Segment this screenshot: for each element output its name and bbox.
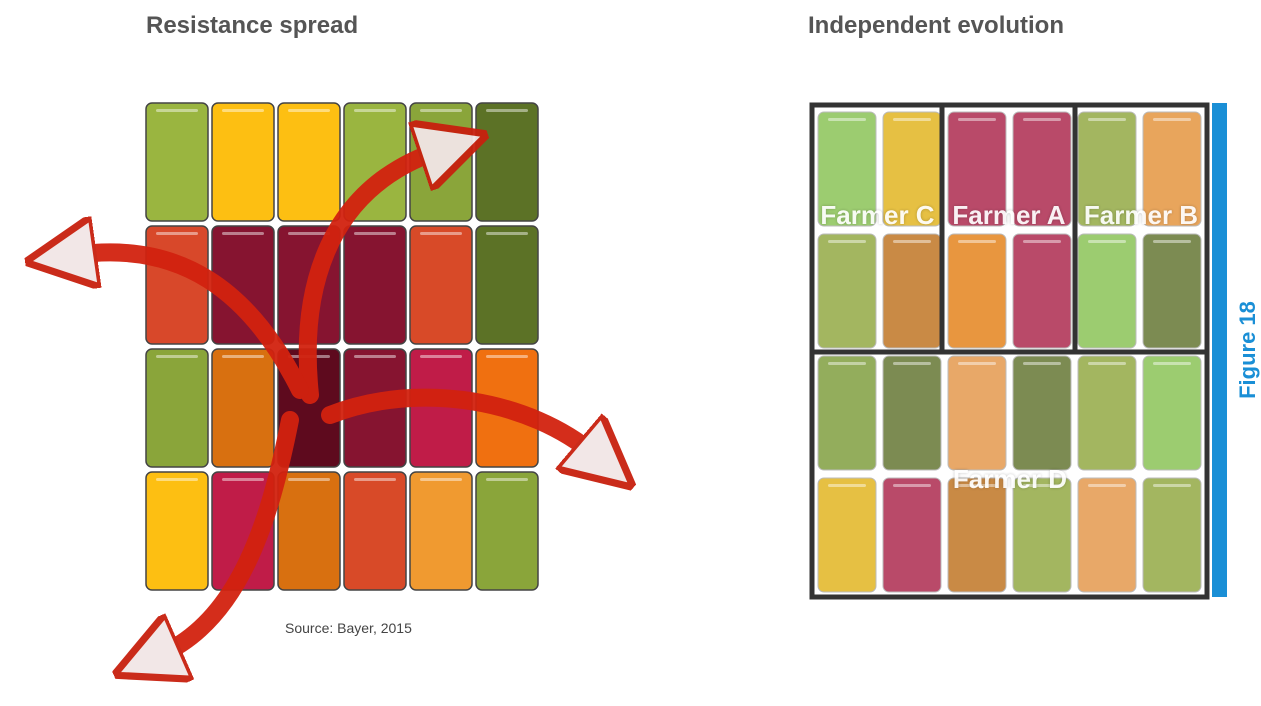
tile <box>818 478 876 592</box>
tile-shine <box>1023 362 1061 365</box>
tile <box>948 356 1006 470</box>
tile-shine <box>420 355 462 358</box>
tile-shine <box>1088 118 1126 121</box>
tile <box>212 103 274 221</box>
left-title: Resistance spread <box>146 12 358 40</box>
tile-shine <box>1088 240 1126 243</box>
tile-shine <box>354 478 396 481</box>
tile-shine <box>486 232 528 235</box>
tile <box>948 478 1006 592</box>
tile-shine <box>893 118 931 121</box>
tile-shine <box>420 478 462 481</box>
tile-shine <box>486 478 528 481</box>
tile <box>1143 478 1201 592</box>
tile-shine <box>420 232 462 235</box>
tile-shine <box>1023 118 1061 121</box>
tile-shine <box>893 240 931 243</box>
farmer-label: Farmer A <box>945 200 1073 230</box>
tile-shine <box>1088 362 1126 365</box>
tile <box>883 356 941 470</box>
tile-shine <box>1023 240 1061 243</box>
tile-shine <box>958 362 996 365</box>
tile <box>1078 234 1136 348</box>
tile-shine <box>156 109 198 112</box>
source: Source: Bayer, 2015 <box>285 620 412 636</box>
tile-shine <box>486 355 528 358</box>
tile <box>278 103 340 221</box>
tile <box>344 226 406 344</box>
tile-shine <box>288 478 330 481</box>
page: Resistance spread Independent evolution … <box>0 0 1261 706</box>
tile-shine <box>222 232 264 235</box>
tile <box>1078 356 1136 470</box>
tile <box>146 349 208 467</box>
tile-shine <box>828 240 866 243</box>
tile <box>410 226 472 344</box>
tile-shine <box>156 355 198 358</box>
tile-shine <box>354 232 396 235</box>
tile <box>1013 234 1071 348</box>
tile <box>344 472 406 590</box>
tile <box>212 349 274 467</box>
left-grid <box>146 103 538 590</box>
farmer-label: Farmer D <box>815 464 1205 494</box>
tile-shine <box>1153 362 1191 365</box>
tile-shine <box>288 109 330 112</box>
tile <box>1013 356 1071 470</box>
tile <box>883 234 941 348</box>
farmer-label: Farmer C <box>815 200 940 230</box>
tile <box>476 226 538 344</box>
tile <box>146 226 208 344</box>
tile-shine <box>156 232 198 235</box>
tile-shine <box>420 109 462 112</box>
tile-shine <box>828 362 866 365</box>
tile <box>1078 478 1136 592</box>
tile <box>1143 356 1201 470</box>
tile-shine <box>222 355 264 358</box>
tile <box>146 472 208 590</box>
tile-shine <box>958 118 996 121</box>
figure-art <box>0 0 1261 706</box>
figure-bar <box>1212 103 1227 597</box>
tile-shine <box>486 109 528 112</box>
tile <box>818 234 876 348</box>
right-title: Independent evolution <box>808 12 1064 40</box>
tile <box>1013 478 1071 592</box>
tile <box>410 472 472 590</box>
farmer-label: Farmer B <box>1078 200 1204 230</box>
tile-shine <box>354 109 396 112</box>
tile-shine <box>893 362 931 365</box>
figure-label: Figure 18 <box>1235 301 1261 399</box>
tile <box>818 356 876 470</box>
tile <box>948 234 1006 348</box>
tile-shine <box>222 478 264 481</box>
tile <box>476 472 538 590</box>
tile <box>476 103 538 221</box>
tile-shine <box>354 355 396 358</box>
tile-shine <box>222 109 264 112</box>
tile <box>883 478 941 592</box>
tile-shine <box>156 478 198 481</box>
tile <box>1143 234 1201 348</box>
tile-shine <box>828 118 866 121</box>
tile <box>278 472 340 590</box>
tile-shine <box>1153 118 1191 121</box>
tile-shine <box>1153 240 1191 243</box>
tile-shine <box>288 232 330 235</box>
tile-shine <box>958 240 996 243</box>
tile <box>146 103 208 221</box>
